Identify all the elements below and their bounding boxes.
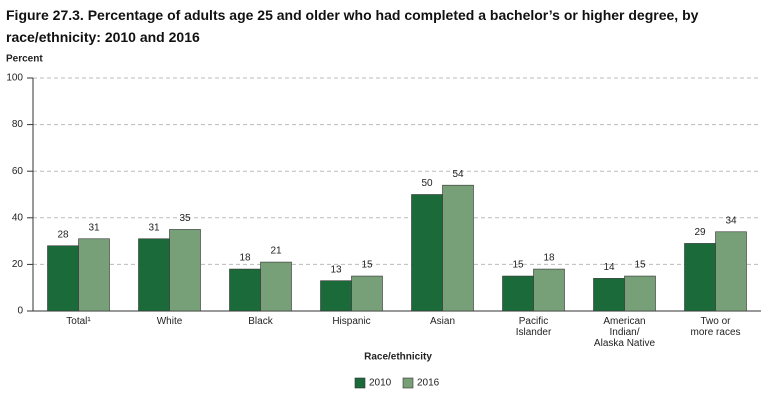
value-label: 50 <box>421 178 433 189</box>
value-label: 14 <box>603 262 615 273</box>
bar <box>442 184 474 312</box>
bar <box>47 245 79 312</box>
bar <box>593 278 625 312</box>
value-label: 15 <box>361 260 373 271</box>
bar <box>624 275 656 312</box>
legend-swatch <box>402 377 414 389</box>
y-tick-label: 100 <box>6 73 23 84</box>
bar <box>320 280 352 312</box>
bar <box>78 238 110 312</box>
y-tick-label: 40 <box>12 212 24 223</box>
value-label: 54 <box>452 169 464 180</box>
value-label: 13 <box>330 264 342 275</box>
x-tick-label: American Indian/ Alaska Native <box>593 316 656 349</box>
value-label: 31 <box>148 222 160 233</box>
y-tick-label: 0 <box>17 306 23 317</box>
value-label: 34 <box>725 215 737 226</box>
x-tick-label: White <box>156 316 183 327</box>
x-tick-label: Total¹ <box>66 316 91 327</box>
bar <box>684 243 716 312</box>
bar <box>533 268 565 312</box>
legend-label: 2016 <box>417 378 440 389</box>
value-label: 29 <box>694 227 706 238</box>
value-label: 21 <box>270 246 282 257</box>
value-label: 18 <box>543 253 555 264</box>
x-tick-label: Black <box>248 316 273 327</box>
x-tick-label: Asian <box>429 316 455 327</box>
bar <box>502 275 534 312</box>
bar <box>715 231 747 312</box>
y-tick-label: 60 <box>12 166 24 177</box>
x-tick-label: Pacific Islander <box>515 316 552 338</box>
value-label: 15 <box>634 260 646 271</box>
value-label: 35 <box>179 213 191 224</box>
value-label: 28 <box>57 229 69 240</box>
legend-swatch <box>354 377 366 389</box>
x-axis-label: Race/ethnicity <box>364 352 432 363</box>
value-label: 18 <box>239 253 251 264</box>
bar <box>260 261 292 312</box>
y-axis-label: Percent <box>6 54 43 65</box>
bar <box>169 229 201 312</box>
y-tick-label: 80 <box>12 119 24 130</box>
y-tick-label: 20 <box>12 259 24 270</box>
bar <box>229 268 261 312</box>
legend-label: 2010 <box>369 378 392 389</box>
value-label: 15 <box>512 260 524 271</box>
x-tick-label: Two or more races <box>690 316 741 338</box>
bar <box>138 238 170 312</box>
x-tick-label: Hispanic <box>332 316 371 327</box>
bar <box>411 194 443 312</box>
value-label: 31 <box>88 222 100 233</box>
bar <box>351 275 383 312</box>
chart-title: Figure 27.3. Percentage of adults age 25… <box>6 7 699 45</box>
